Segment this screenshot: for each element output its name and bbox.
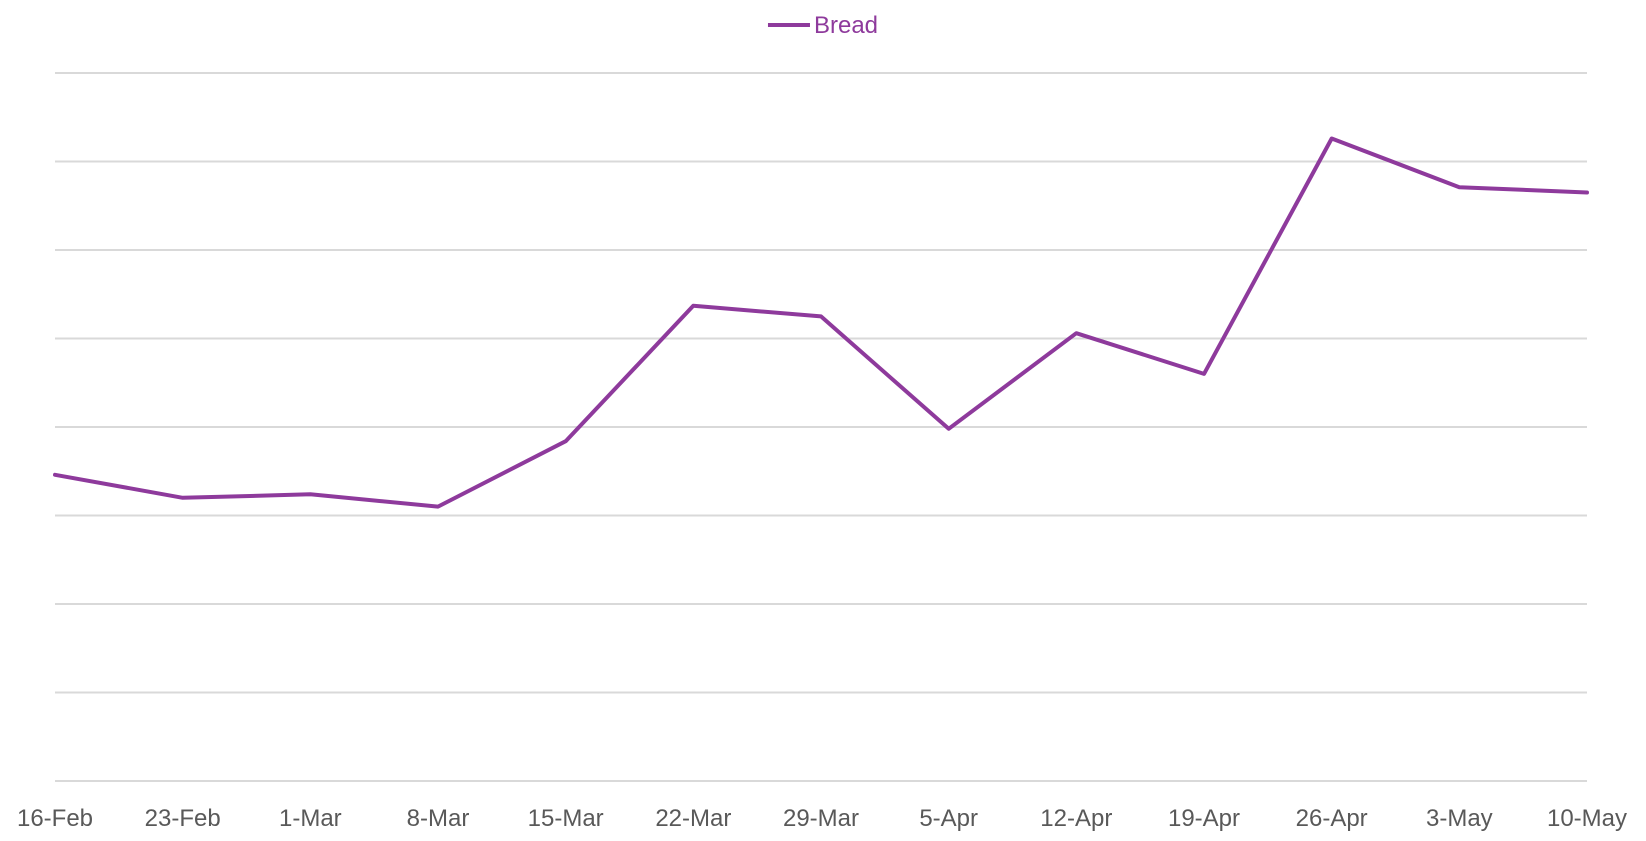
gridlines: [55, 72, 1587, 782]
x-tick-label: 22-Mar: [655, 805, 731, 832]
legend[interactable]: Bread: [767, 12, 878, 39]
x-tick-label: 23-Feb: [145, 805, 221, 832]
x-axis: 16-Feb 23-Feb 1-Mar 8-Mar 15-Mar 22-Mar 29-Mar…: [17, 805, 1627, 832]
x-tick-label: 29-Mar: [783, 805, 859, 832]
x-tick-label: 5-Apr: [919, 805, 978, 832]
x-tick-label: 16-Feb: [17, 805, 93, 832]
series-line-bread[interactable]: [53, 136, 1589, 509]
x-tick-label: 3-May: [1426, 805, 1493, 832]
x-tick-label: 12-Apr: [1040, 805, 1112, 832]
x-tick-label: 10-May: [1547, 805, 1627, 832]
x-tick-label: 1-Mar: [279, 805, 342, 832]
legend-label: Bread: [814, 12, 878, 39]
x-tick-label: 15-Mar: [528, 805, 604, 832]
x-tick-label: 19-Apr: [1168, 805, 1240, 832]
x-tick-label: 8-Mar: [407, 805, 470, 832]
series-layer: [53, 136, 1589, 509]
x-tick-label: 26-Apr: [1296, 805, 1368, 832]
